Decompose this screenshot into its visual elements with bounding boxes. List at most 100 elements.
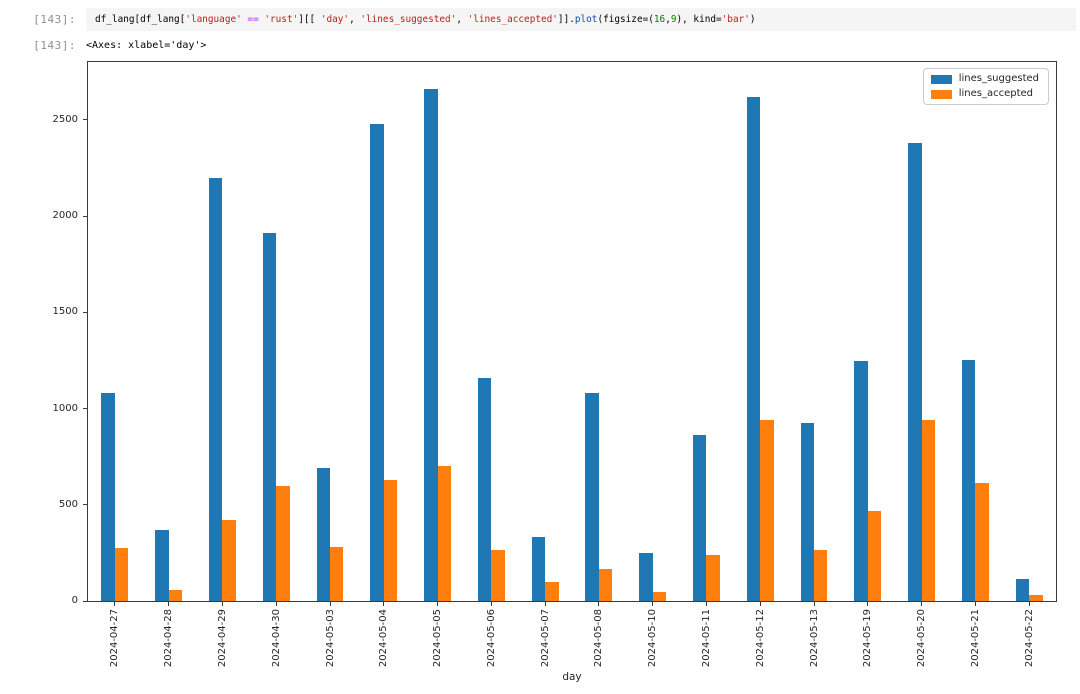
bar-lines_suggested-2024-05-11 <box>693 435 707 601</box>
bar-lines_accepted-2024-05-05 <box>437 466 451 601</box>
input-cell-row: [143]: df_lang[df_lang['language' == 'ru… <box>0 8 1076 31</box>
bar-lines_suggested-2024-04-28 <box>155 529 169 601</box>
x-tick-label-text: 2024-05-04 <box>378 609 390 668</box>
x-tick-mark <box>114 602 116 606</box>
legend-swatch-lines_accepted <box>930 89 952 99</box>
x-tick-mark <box>1028 602 1030 606</box>
code-token: , <box>456 14 468 25</box>
x-tick-label-text: 2024-04-29 <box>216 609 228 668</box>
bar-lines_accepted-2024-05-07 <box>545 581 559 601</box>
x-tick-label-text: 2024-05-12 <box>754 609 766 668</box>
x-tick-label-text: 2024-04-30 <box>270 609 282 668</box>
x-tick-mark <box>974 602 976 606</box>
y-tick-label: 2000 <box>52 210 78 221</box>
code-token: 'lines_accepted' <box>467 14 558 25</box>
bar-lines_suggested-2024-05-12 <box>746 96 761 601</box>
bar-lines_suggested-2024-05-20 <box>908 142 922 601</box>
bar-lines_suggested-2024-04-30 <box>262 233 277 601</box>
y-tick-label: 1500 <box>52 306 78 318</box>
code-token: 'language' <box>185 14 242 25</box>
x-tick-label-text: 2024-05-03 <box>324 609 336 668</box>
bar-lines_suggested-2024-05-03 <box>316 468 330 601</box>
code-token: == <box>247 14 259 25</box>
x-tick-label-text: 2024-05-13 <box>808 609 820 668</box>
code-token: ), kind= <box>676 14 722 25</box>
bar-lines_suggested-2024-04-27 <box>101 393 115 601</box>
bar-lines_accepted-2024-04-27 <box>114 548 129 601</box>
x-tick-label-text: 2024-05-11 <box>700 609 712 668</box>
x-tick-label-text: 2024-05-19 <box>862 609 874 668</box>
x-tick-label-text: 2024-05-07 <box>539 609 551 668</box>
y-tick-mark <box>83 504 87 506</box>
y-tick-mark <box>83 215 87 217</box>
bar-lines_suggested-2024-04-29 <box>209 177 223 601</box>
x-tick-label-text: 2024-05-06 <box>485 609 497 668</box>
input-prompt: [143]: <box>33 13 76 26</box>
bar-lines_accepted-2024-05-20 <box>921 420 935 601</box>
output-prompt: [143]: <box>33 39 76 52</box>
code-token: , <box>665 14 671 25</box>
bar-lines_suggested-2024-05-07 <box>531 537 546 601</box>
y-tick-mark <box>83 311 87 313</box>
x-tick-mark <box>383 602 385 606</box>
x-tick-mark <box>652 602 654 606</box>
output-repr-text: <Axes: xlabel='day'> <box>86 40 207 51</box>
x-tick-mark <box>598 602 600 606</box>
bar-lines_accepted-2024-04-28 <box>168 590 183 601</box>
bar-lines_accepted-2024-05-13 <box>814 549 828 601</box>
bar-lines_accepted-2024-04-30 <box>276 485 290 601</box>
x-tick-mark <box>168 602 170 606</box>
bar-lines_accepted-2024-05-08 <box>598 569 613 601</box>
x-axis-label: day <box>562 671 582 683</box>
x-tick-label-text: 2024-04-27 <box>109 609 121 668</box>
bar-lines_accepted-2024-05-22 <box>1029 595 1043 601</box>
code-token: ]]. <box>557 14 575 25</box>
code-token: 'lines_suggested' <box>360 14 457 25</box>
code-token: , <box>349 14 361 25</box>
bar-lines_accepted-2024-05-04 <box>383 479 398 601</box>
x-tick-label-text: 2024-05-20 <box>916 609 928 668</box>
x-tick-mark <box>275 602 277 606</box>
bar-lines_accepted-2024-05-19 <box>867 511 882 601</box>
x-tick-mark <box>867 602 869 606</box>
code-input[interactable]: df_lang[df_lang['language' == 'rust'][[ … <box>86 8 1076 31</box>
x-tick-mark <box>329 602 331 606</box>
y-tick-label: 0 <box>71 595 78 606</box>
y-tick-mark <box>83 119 87 121</box>
code-token: 'bar' <box>721 14 750 25</box>
y-tick-mark <box>83 600 87 602</box>
bar-lines_suggested-2024-05-19 <box>854 361 868 601</box>
bar-lines_accepted-2024-05-03 <box>330 547 344 601</box>
legend-item-lines_suggested: lines_suggested <box>930 74 1039 84</box>
bar-lines_suggested-2024-05-04 <box>370 123 384 601</box>
x-tick-mark <box>221 602 223 606</box>
y-tick-label: 500 <box>58 498 78 510</box>
legend-item-lines_accepted: lines_accepted <box>930 89 1039 99</box>
bar-lines_suggested-2024-05-13 <box>800 422 814 601</box>
y-tick-label: 1000 <box>52 402 78 414</box>
bar-lines_accepted-2024-05-21 <box>975 482 989 601</box>
x-tick-mark <box>544 602 546 606</box>
legend-swatch-lines_suggested <box>930 74 952 84</box>
bar-lines_accepted-2024-05-12 <box>760 420 774 601</box>
x-tick-label-text: 2024-05-10 <box>647 609 659 668</box>
output-cell-row: [143]: <Axes: xlabel='day'> <box>0 38 1076 52</box>
y-tick-label: 2500 <box>52 113 78 125</box>
x-tick-mark <box>437 602 439 606</box>
bar-lines_suggested-2024-05-10 <box>639 552 653 601</box>
bar-lines_suggested-2024-05-06 <box>477 377 492 601</box>
x-tick-mark <box>759 602 761 606</box>
code-token: 'rust' <box>264 14 299 25</box>
bar-lines_accepted-2024-05-11 <box>706 554 720 601</box>
code-token: ) <box>749 14 756 25</box>
bar-lines_accepted-2024-05-10 <box>652 592 667 601</box>
x-tick-label-text: 2024-05-05 <box>432 609 444 668</box>
plot-frame <box>87 61 1057 602</box>
bar-lines_suggested-2024-05-08 <box>585 393 599 601</box>
legend: lines_suggested lines_accepted <box>922 68 1049 105</box>
x-tick-label-text: 2024-05-08 <box>593 609 605 668</box>
y-tick-mark <box>83 408 87 409</box>
code-token: (figsize=( <box>597 14 654 25</box>
